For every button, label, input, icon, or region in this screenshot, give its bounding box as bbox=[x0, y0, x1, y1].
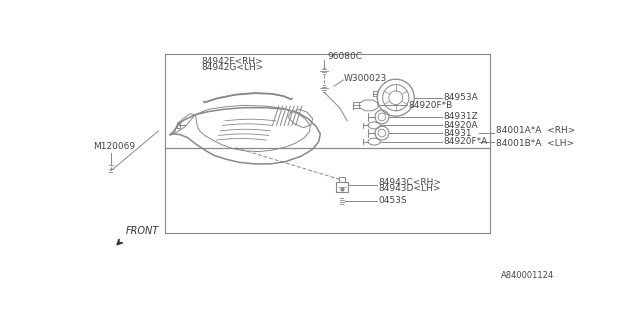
Text: 84943C<RH>: 84943C<RH> bbox=[378, 178, 441, 187]
Text: 0453S: 0453S bbox=[378, 196, 406, 205]
Text: 84920A: 84920A bbox=[444, 121, 478, 130]
Text: 84931Z: 84931Z bbox=[444, 112, 478, 121]
Text: 84920F*A: 84920F*A bbox=[444, 137, 488, 146]
Text: 84942G<LH>: 84942G<LH> bbox=[201, 63, 263, 72]
Text: 84931: 84931 bbox=[444, 129, 472, 138]
Text: M120069: M120069 bbox=[93, 142, 135, 151]
Text: 84001A*A  <RH>: 84001A*A <RH> bbox=[496, 126, 575, 135]
Text: FRONT: FRONT bbox=[125, 226, 159, 236]
Text: 84943D<LH>: 84943D<LH> bbox=[378, 184, 440, 193]
Text: 84001B*A  <LH>: 84001B*A <LH> bbox=[496, 140, 574, 148]
Text: 84953A: 84953A bbox=[444, 93, 478, 102]
Text: 84920F*B: 84920F*B bbox=[409, 101, 453, 110]
Text: 96080C: 96080C bbox=[327, 52, 362, 61]
Text: W300023: W300023 bbox=[344, 74, 387, 83]
Text: A840001124: A840001124 bbox=[501, 271, 554, 280]
Text: 84942F<RH>: 84942F<RH> bbox=[201, 57, 262, 66]
